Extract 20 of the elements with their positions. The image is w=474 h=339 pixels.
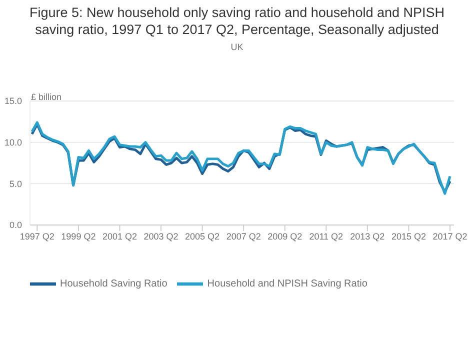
x-tick-label: 2015 Q2 [391,231,426,242]
x-tick-label: 2017 Q2 [432,231,468,242]
y-tick-label: 15.0 [4,96,22,106]
x-tick-label: 2011 Q2 [309,231,344,242]
x-tick-label: 1999 Q2 [61,231,96,242]
x-tick-label: 2001 Q2 [102,231,137,242]
y-tick-label: 10.0 [4,138,22,148]
y-tick-label: 5.0 [9,178,22,189]
x-tick-label: 2009 Q2 [268,231,302,242]
legend-label: Household Saving Ratio [60,278,168,290]
x-tick-label: 2007 Q2 [226,231,261,242]
x-tick-label: 2003 Q2 [144,231,178,242]
y-tick-label: 0.0 [9,220,22,230]
y-axis-title: £ billion [31,92,62,102]
chart-subtitle: UK [230,42,244,52]
chart-title: Figure 5: New household only saving ratio and household and NPISH saving ratio, 1997 Q1 to 2017 Q2, Percentage, Seasonally adjusted [28,4,446,38]
x-tick-label: 2005 Q2 [185,231,220,242]
legend-label: Household and NPISH Saving Ratio [207,278,368,290]
x-tick-label: 2013 Q2 [350,231,385,242]
x-tick-label: 1997 Q2 [20,231,54,242]
